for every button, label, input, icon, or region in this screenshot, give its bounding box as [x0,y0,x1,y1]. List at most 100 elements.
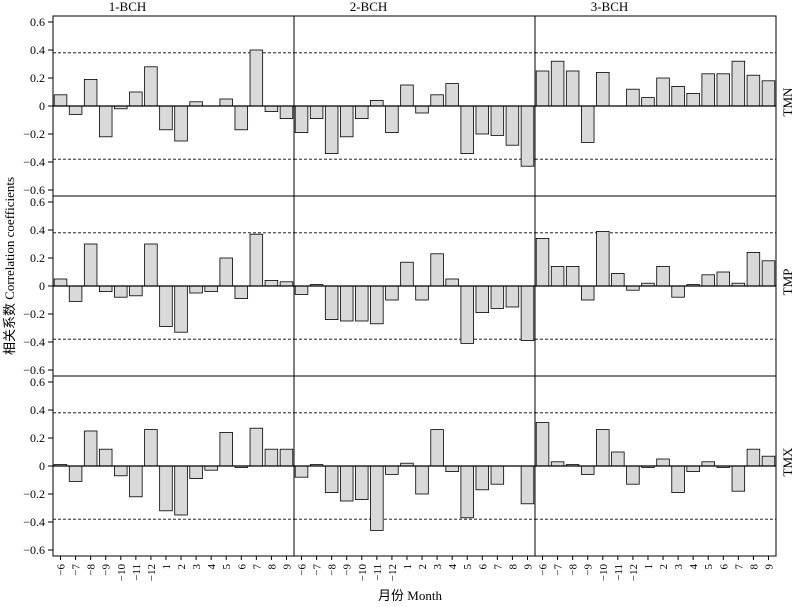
bar-TMX-1-BCH-14 [264,448,279,467]
bar-TMP-1-BCH-11 [219,257,233,287]
bar-TMN-1-BCH-3 [98,105,113,138]
bar-TMN-3-BCH-6 [626,88,640,107]
bar-TMP-1-BCH-7 [159,285,173,327]
y-tick-label: 0.6 [30,195,45,209]
x-tick-label: 4 [206,564,218,570]
bar-TMX-3-BCH-5 [611,451,625,467]
bar-TMN-1-BCH-8 [174,105,188,142]
x-tick-label: −11 [613,564,625,581]
x-tick-label: −10 [598,564,610,582]
bar-TMP-2-BCH-15 [520,285,535,341]
bar-TMX-1-BCH-11 [219,431,233,467]
bar-TMP-3-BCH-12 [716,271,731,287]
bar-TMP-1-BCH-1 [68,285,83,302]
y-tick-label: 0 [39,99,45,113]
bar-TMN-1-BCH-9 [189,101,203,107]
bar-TMN-2-BCH-0 [294,105,309,134]
x-tick-label: −10 [357,564,369,582]
x-tick-label: −11 [372,564,384,581]
x-tick-label: 7 [733,564,745,570]
x-tick-label: 1 [161,564,173,570]
bar-TMX-1-BCH-15 [279,448,294,467]
x-tick-label: 3 [432,564,444,570]
panel-frame [534,375,777,557]
column-title: 3-BCH [591,0,629,14]
bar-TMN-2-BCH-2 [324,105,339,154]
x-tick-label: 5 [221,564,233,570]
bar-TMN-1-BCH-15 [279,105,294,120]
bar-TMX-3-BCH-6 [626,465,640,485]
x-tick-label: 7 [251,564,263,570]
y-tick-label: 0.2 [30,431,45,445]
x-tick-label: −8 [327,564,339,576]
bar-TMP-2-BCH-3 [339,285,354,322]
bar-TMP-3-BCH-8 [656,265,670,287]
bar-TMP-1-BCH-15 [279,281,294,287]
bar-TMN-2-BCH-10 [445,83,459,107]
bar-TMP-2-BCH-12 [475,285,490,314]
y-tick-label: 0.2 [30,251,45,265]
y-tick-label: 0.4 [30,403,45,417]
bar-TMP-1-BCH-9 [189,285,203,294]
bar-TMX-2-BCH-13 [490,465,505,485]
x-tick-label: 6 [477,564,489,570]
bar-TMX-1-BCH-7 [159,465,173,512]
bar-TMX-2-BCH-3 [339,465,354,502]
x-tick-label: −9 [342,564,354,576]
x-tick-label: −8 [568,564,580,576]
x-tick-label: 8 [507,564,519,570]
x-tick-label: 6 [718,564,730,570]
bar-TMP-2-BCH-0 [294,285,309,295]
bar-TMN-1-BCH-0 [53,94,68,107]
x-tick-label: 9 [522,564,534,570]
x-axis-title: 月份 Month [378,588,442,603]
x-tick-label: −6 [297,564,309,576]
bar-TMP-1-BCH-10 [204,285,218,292]
bar-TMN-1-BCH-14 [264,105,279,112]
bar-TMX-3-BCH-14 [746,448,761,467]
bar-TMP-2-BCH-2 [324,285,339,320]
column-title: 2-BCH [350,0,388,14]
x-tick-label: −9 [583,564,595,576]
bar-TMX-2-BCH-8 [415,465,429,495]
bar-TMN-2-BCH-1 [309,105,324,120]
bar-TMN-2-BCH-15 [520,105,535,167]
bar-TMX-2-BCH-5 [370,465,384,531]
bar-TMP-1-BCH-12 [234,285,249,300]
bar-TMP-1-BCH-4 [114,285,128,298]
bar-TMN-2-BCH-6 [385,105,399,134]
x-tick-label: −12 [387,564,399,581]
x-tick-label: 5 [462,564,474,570]
bar-TMN-3-BCH-3 [580,105,595,143]
x-tick-label: −8 [86,564,98,576]
x-tick-label: −7 [71,564,83,576]
bar-TMP-1-BCH-0 [53,278,68,287]
bar-TMP-2-BCH-8 [415,285,429,301]
bar-TMX-3-BCH-10 [686,465,700,472]
bar-TMP-3-BCH-3 [580,285,595,301]
bar-TMN-2-BCH-4 [355,105,369,120]
bar-TMX-3-BCH-4 [596,429,610,467]
bar-TMN-1-BCH-6 [144,66,158,107]
x-tick-label: 9 [281,564,293,570]
bar-TMX-2-BCH-12 [475,465,490,491]
bar-TMX-2-BCH-6 [385,465,399,475]
x-tick-label: −9 [101,564,113,576]
y-tick-label: 0.4 [30,223,45,237]
bar-TMX-3-BCH-3 [580,465,595,475]
bar-TMN-3-BCH-9 [671,86,685,107]
y-tick-label: 0.4 [30,43,45,57]
x-tick-label: −12 [628,564,640,581]
x-tick-label: 2 [176,564,188,570]
x-tick-label: −12 [146,564,158,581]
x-tick-label: −7 [553,564,565,576]
bar-TMX-3-BCH-13 [731,465,746,492]
bar-TMX-3-BCH-8 [656,458,670,467]
x-tick-label: 8 [266,564,278,570]
bar-TMP-2-BCH-13 [490,285,505,309]
bar-TMP-3-BCH-9 [671,285,685,298]
x-tick-label: −7 [312,564,324,576]
bar-TMX-2-BCH-11 [460,465,474,519]
bar-TMX-2-BCH-15 [520,465,535,505]
bar-TMN-1-BCH-5 [129,91,143,107]
